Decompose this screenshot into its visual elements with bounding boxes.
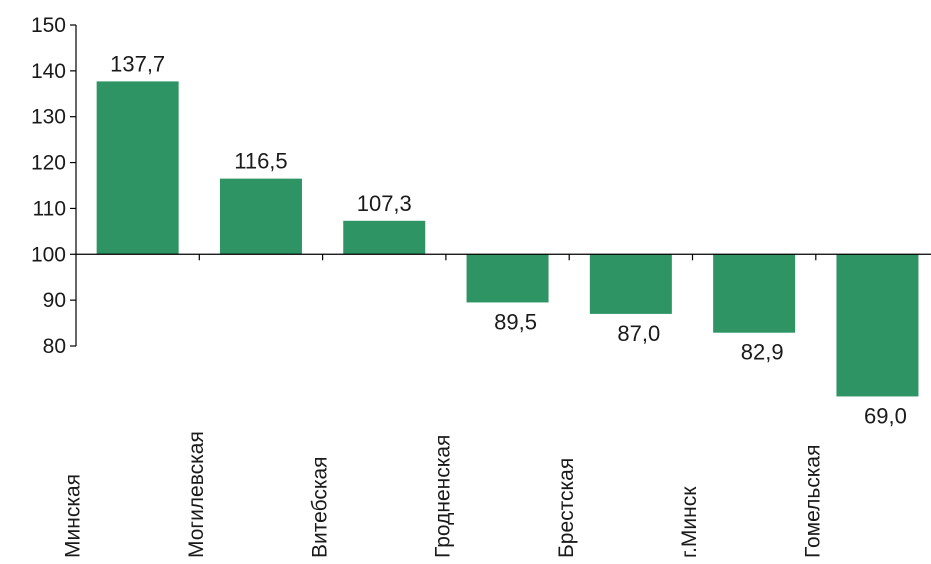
y-tick-label: 110	[33, 197, 66, 220]
bar-4	[466, 254, 549, 303]
category-label: г.Минск	[678, 486, 701, 558]
bar-2	[219, 178, 302, 255]
data-label: 116,5	[234, 149, 287, 174]
category-labels: Минская Могилевская Витебская Гродненская Бр…	[62, 431, 825, 558]
y-tick-label: 100	[31, 243, 66, 266]
data-label: 89,5	[494, 309, 537, 334]
baseline-axis	[76, 253, 931, 261]
y-tick-label: 80	[43, 335, 66, 358]
y-tick-label: 140	[31, 60, 66, 83]
bar-3	[343, 220, 426, 255]
category-label: Могилевская	[185, 431, 208, 558]
bar-7	[836, 254, 919, 397]
bar-6	[713, 254, 796, 333]
y-tick-label: 130	[31, 106, 66, 129]
category-label: Гродненская	[432, 435, 455, 558]
data-label: 137,7	[110, 51, 165, 76]
y-tick-label: 120	[31, 152, 66, 175]
y-tick-label: 150	[31, 14, 66, 37]
bars	[96, 81, 919, 397]
data-labels: 137,7 116,5 107,3 89,5 87,0 82,9 69,0	[110, 51, 907, 428]
y-axis: 150 140 130 120 110 100 90 80	[31, 14, 77, 358]
category-label: Витебская	[308, 456, 331, 558]
bar-5	[589, 254, 672, 314]
category-label: Брестская	[555, 458, 578, 558]
category-label: Гомельская	[801, 445, 824, 558]
data-label: 107,3	[357, 191, 412, 216]
y-tick-label: 90	[43, 289, 66, 312]
category-label: Минская	[62, 474, 85, 558]
bar-1	[96, 81, 179, 255]
data-label: 82,9	[741, 340, 784, 365]
data-label: 87,0	[617, 321, 660, 346]
data-label: 69,0	[864, 403, 907, 428]
